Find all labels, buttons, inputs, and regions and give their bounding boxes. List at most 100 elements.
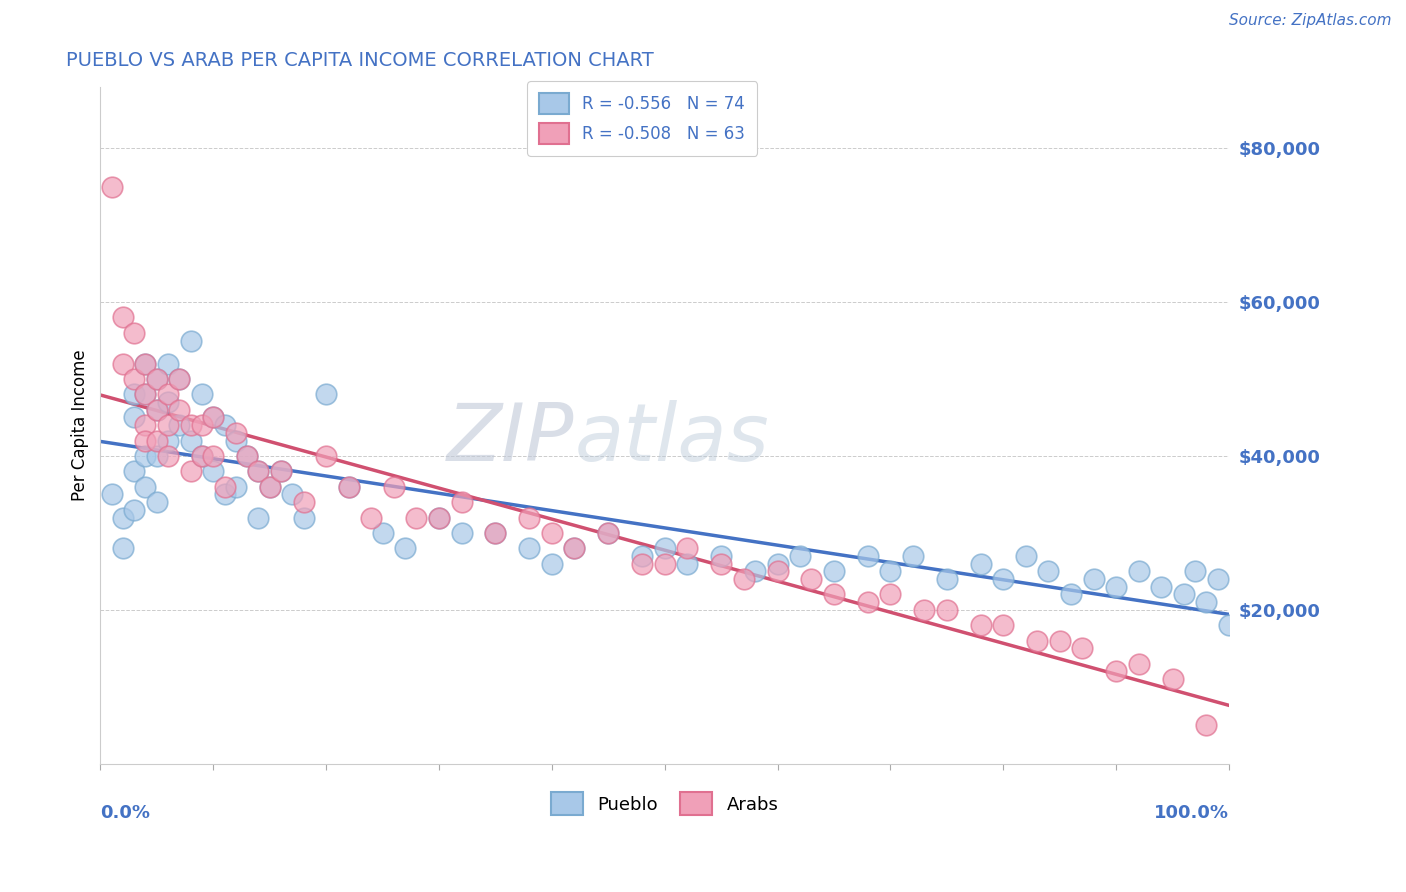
Point	[146, 402, 169, 417]
Point	[993, 572, 1015, 586]
Point	[1150, 580, 1173, 594]
Point	[180, 334, 202, 348]
Point	[111, 310, 134, 325]
Point	[122, 387, 145, 401]
Point	[214, 480, 236, 494]
Point	[1049, 633, 1071, 648]
Point	[1206, 572, 1229, 586]
Point	[901, 549, 924, 563]
Point	[856, 549, 879, 563]
Point	[247, 510, 270, 524]
Point	[1128, 657, 1150, 671]
Point	[315, 387, 337, 401]
Point	[789, 549, 811, 563]
Point	[134, 357, 156, 371]
Point	[146, 434, 169, 448]
Point	[236, 449, 259, 463]
Point	[1195, 718, 1218, 732]
Point	[1128, 565, 1150, 579]
Point	[598, 525, 620, 540]
Point	[134, 480, 156, 494]
Point	[122, 372, 145, 386]
Point	[1026, 633, 1049, 648]
Point	[710, 557, 733, 571]
Point	[564, 541, 586, 556]
Point	[1105, 580, 1128, 594]
Point	[800, 572, 823, 586]
Point	[169, 418, 191, 433]
Point	[1060, 587, 1083, 601]
Point	[654, 541, 676, 556]
Point	[879, 587, 901, 601]
Point	[134, 434, 156, 448]
Point	[111, 541, 134, 556]
Point	[540, 525, 562, 540]
Point	[214, 487, 236, 501]
Point	[1195, 595, 1218, 609]
Point	[134, 387, 156, 401]
Point	[337, 480, 360, 494]
Point	[100, 487, 122, 501]
Point	[157, 449, 180, 463]
Text: 0.0%: 0.0%	[100, 805, 150, 822]
Point	[122, 326, 145, 340]
Point	[744, 565, 766, 579]
Point	[1071, 641, 1094, 656]
Point	[292, 495, 315, 509]
Point	[247, 464, 270, 478]
Point	[146, 372, 169, 386]
Point	[912, 603, 935, 617]
Point	[540, 557, 562, 571]
Y-axis label: Per Capita Income: Per Capita Income	[72, 350, 89, 501]
Point	[598, 525, 620, 540]
Point	[157, 387, 180, 401]
Point	[157, 395, 180, 409]
Point	[146, 402, 169, 417]
Point	[202, 449, 225, 463]
Point	[191, 449, 214, 463]
Point	[935, 572, 957, 586]
Point	[1184, 565, 1206, 579]
Point	[484, 525, 506, 540]
Point	[450, 525, 472, 540]
Point	[122, 410, 145, 425]
Point	[676, 557, 699, 571]
Point	[202, 464, 225, 478]
Point	[157, 418, 180, 433]
Point	[259, 480, 281, 494]
Point	[631, 549, 654, 563]
Point	[146, 449, 169, 463]
Point	[394, 541, 416, 556]
Point	[134, 449, 156, 463]
Point	[270, 464, 292, 478]
Point	[823, 565, 845, 579]
Point	[111, 357, 134, 371]
Point	[157, 357, 180, 371]
Point	[225, 425, 247, 440]
Point	[169, 372, 191, 386]
Point	[710, 549, 733, 563]
Point	[111, 510, 134, 524]
Point	[1105, 665, 1128, 679]
Point	[157, 434, 180, 448]
Point	[122, 464, 145, 478]
Point	[270, 464, 292, 478]
Point	[281, 487, 304, 501]
Point	[225, 480, 247, 494]
Point	[180, 464, 202, 478]
Point	[122, 503, 145, 517]
Point	[202, 410, 225, 425]
Text: atlas: atlas	[575, 400, 769, 478]
Point	[337, 480, 360, 494]
Point	[935, 603, 957, 617]
Point	[450, 495, 472, 509]
Point	[654, 557, 676, 571]
Point	[134, 418, 156, 433]
Point	[100, 179, 122, 194]
Point	[292, 510, 315, 524]
Point	[1015, 549, 1038, 563]
Point	[564, 541, 586, 556]
Point	[823, 587, 845, 601]
Point	[134, 357, 156, 371]
Point	[146, 495, 169, 509]
